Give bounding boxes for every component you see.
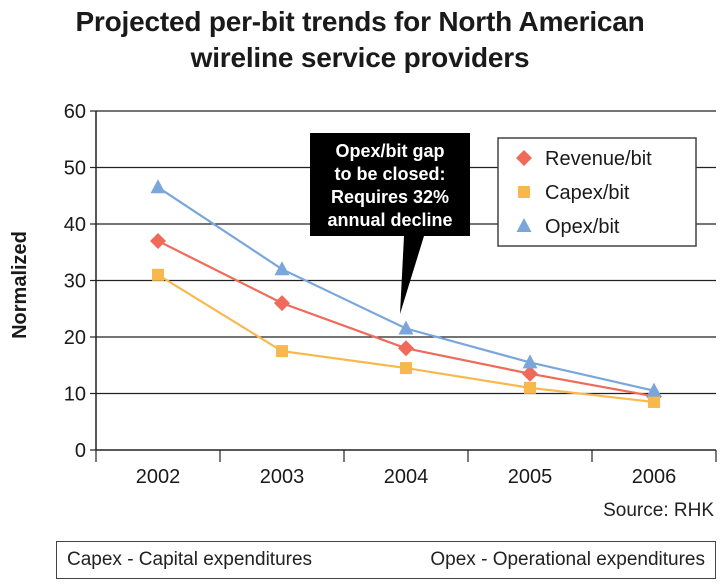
line-chart: 0 10 20 30 40 50 60 2002 2003 2004 2005 2006 Norma… bbox=[9, 101, 717, 488]
x-tick-label-2004: 2004 bbox=[384, 466, 429, 488]
point-capex-bit-2005 bbox=[524, 381, 536, 394]
legend: Revenue/bit Capex/bit Opex/bit bbox=[497, 137, 697, 247]
legend-label-capex-bit: Capex/bit bbox=[545, 182, 630, 204]
point-capex-bit-2003 bbox=[276, 345, 288, 358]
y-tick-label-10: 10 bbox=[64, 384, 86, 406]
x-tick-labels: 2002 2003 2004 2005 2006 bbox=[136, 466, 677, 488]
legend-box bbox=[497, 137, 697, 247]
x-tick-label-2005: 2005 bbox=[508, 466, 553, 488]
x-tick-label-2003: 2003 bbox=[260, 466, 305, 488]
series-capex-bit bbox=[152, 268, 660, 408]
point-opex-bit-2005 bbox=[522, 354, 538, 369]
callout-line-2: to be closed: bbox=[334, 164, 445, 184]
point-opex-bit-2002 bbox=[150, 179, 166, 194]
footnote-box: Capex - Capital expenditures Opex - Oper… bbox=[56, 541, 716, 579]
callout-line-1: Opex/bit gap bbox=[335, 141, 444, 161]
y-tick-label-60: 60 bbox=[64, 101, 86, 123]
legend-label-revenue-bit: Revenue/bit bbox=[545, 148, 652, 170]
point-opex-bit-2004 bbox=[398, 320, 414, 335]
callout-line-3: Requires 32% bbox=[331, 187, 449, 207]
y-tick-label-30: 30 bbox=[64, 271, 86, 293]
chart-title: Projected per-bit trends for North Ameri… bbox=[0, 4, 720, 76]
series-lines bbox=[150, 179, 662, 408]
legend-marker-revenue-bit bbox=[516, 150, 532, 166]
footnote-opex: Opex - Operational expenditures bbox=[430, 549, 705, 570]
legend-marker-opex-bit bbox=[516, 218, 532, 232]
axes bbox=[90, 110, 717, 462]
callout: Opex/bit gap to be closed: Requires 32% … bbox=[310, 133, 470, 314]
source-note: Source: RHK bbox=[603, 500, 714, 521]
point-revenue-bit-2004 bbox=[398, 340, 414, 357]
callout-line-4: annual decline bbox=[327, 210, 452, 230]
point-revenue-bit-2002 bbox=[150, 232, 166, 249]
y-tick-label-40: 40 bbox=[64, 214, 86, 236]
x-tick-label-2002: 2002 bbox=[136, 466, 181, 488]
series-opex-bit bbox=[150, 179, 662, 397]
point-revenue-bit-2005 bbox=[522, 365, 538, 382]
legend-marker-capex-bit bbox=[518, 186, 530, 198]
point-revenue-bit-2003 bbox=[274, 295, 290, 312]
point-capex-bit-2002 bbox=[152, 268, 164, 281]
title-line-2: wireline service providers bbox=[190, 42, 530, 73]
footnote-capex: Capex - Capital expenditures bbox=[67, 549, 313, 570]
title-line-1: Projected per-bit trends for North Ameri… bbox=[75, 6, 645, 37]
point-capex-bit-2006 bbox=[648, 395, 660, 408]
callout-box bbox=[310, 133, 470, 314]
y-axis-label: Normalized bbox=[9, 231, 31, 339]
point-capex-bit-2004 bbox=[400, 362, 412, 375]
y-tick-label-20: 20 bbox=[64, 327, 86, 349]
legend-label-opex-bit: Opex/bit bbox=[545, 216, 620, 238]
series-revenue-bit bbox=[150, 232, 662, 405]
point-opex-bit-2003 bbox=[274, 261, 290, 276]
y-tick-label-50: 50 bbox=[64, 158, 86, 180]
y-tick-label-0: 0 bbox=[75, 440, 86, 462]
y-tick-labels: 0 10 20 30 40 50 60 bbox=[64, 101, 86, 462]
point-opex-bit-2006 bbox=[646, 382, 662, 397]
x-tick-label-2006: 2006 bbox=[632, 466, 677, 488]
